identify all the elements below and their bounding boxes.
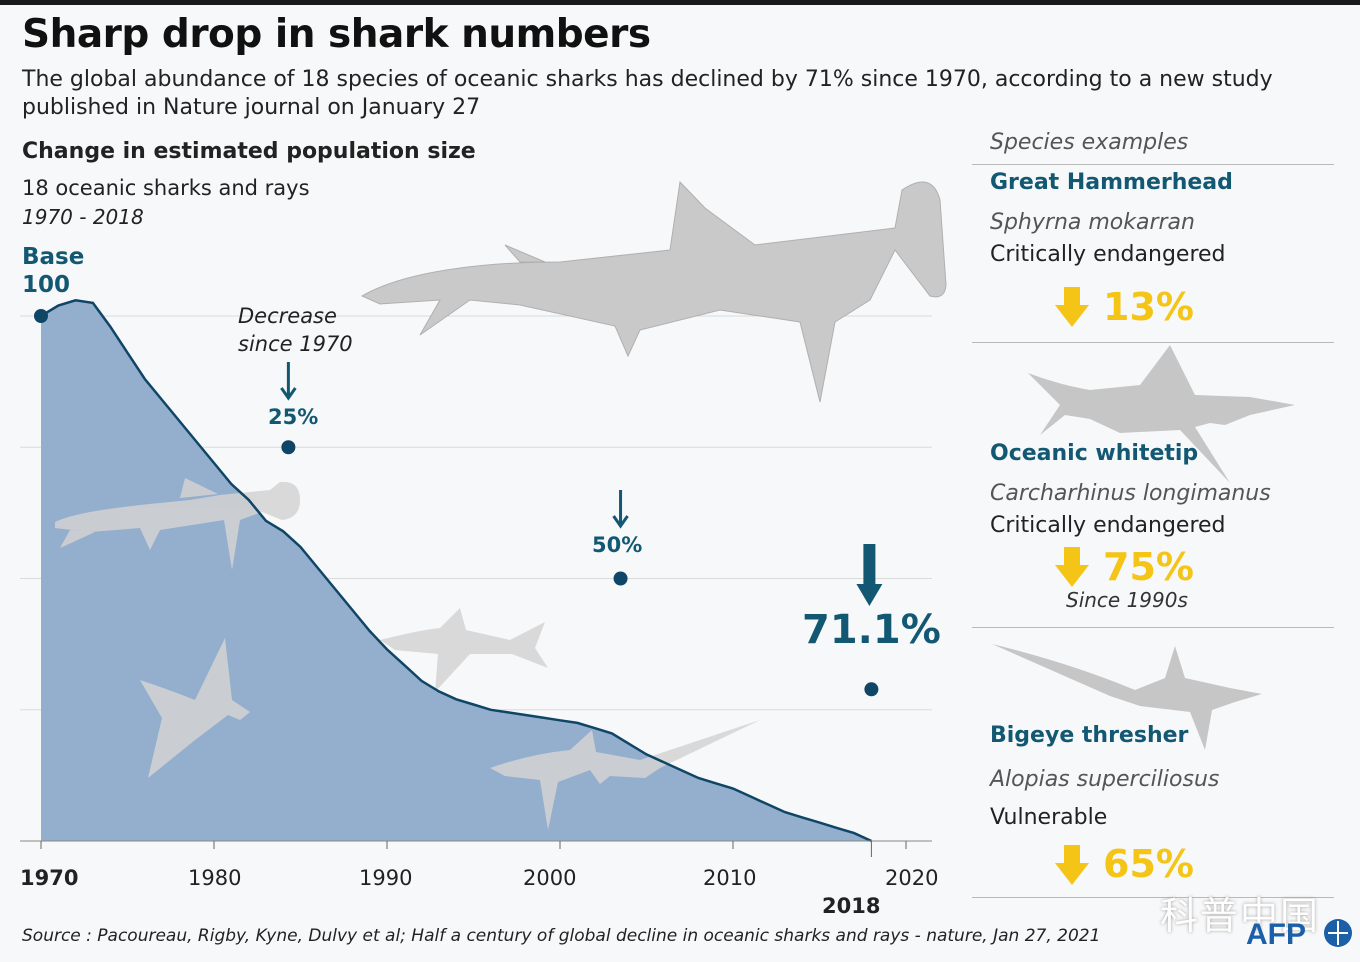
species-decline-whitetip: 75%	[1103, 545, 1194, 589]
x-tick-1980: 1980	[188, 866, 242, 890]
top-rule	[0, 0, 1360, 5]
oceanic-whitetip-icon	[1028, 345, 1295, 483]
background-silhouettes	[55, 478, 760, 830]
chart-period: 1970 - 2018	[22, 205, 144, 229]
down-arrow-icon	[612, 490, 629, 529]
page-subtitle: The global abundance of 18 species of oc…	[22, 67, 1273, 120]
species-latin-hammerhead: Sphyrna mokarran	[990, 210, 1195, 235]
data-point-marker	[864, 682, 879, 697]
panel-divider	[972, 627, 1334, 628]
afp-logo: AFP	[1246, 918, 1352, 951]
chart-markers	[34, 309, 879, 697]
species-name-thresher: Bigeye thresher	[990, 723, 1189, 748]
x-tick-2020: 2020	[885, 866, 939, 890]
marker-label-50: 50%	[592, 533, 643, 557]
data-point-marker	[613, 571, 628, 586]
down-arrow-icon	[856, 544, 883, 606]
species-note-whitetip: Since 1990s	[1066, 588, 1188, 612]
species-status-hammerhead: Critically endangered	[990, 242, 1226, 267]
panel-divider	[972, 897, 1334, 898]
decrease-label: Decrease since 1970	[238, 304, 353, 356]
species-name-whitetip: Oceanic whitetip	[990, 441, 1199, 466]
x-end-label: 2018	[822, 894, 881, 918]
species-decline-thresher: 65%	[1103, 842, 1194, 886]
manta-ray-silhouette-icon	[140, 638, 250, 778]
decrease-arrows	[280, 362, 883, 606]
species-latin-thresher: Alopias superciliosus	[990, 767, 1220, 792]
population-area	[41, 300, 872, 841]
chart-subheading: 18 oceanic sharks and rays	[22, 176, 310, 200]
bigeye-thresher-icon	[992, 644, 1262, 750]
svg-text:AFP: AFP	[1246, 918, 1306, 951]
species-decline-hammerhead: 13%	[1103, 285, 1194, 329]
species-latin-whitetip: Carcharhinus longimanus	[990, 481, 1271, 506]
x-tick-2010: 2010	[703, 866, 757, 890]
page-title: Sharp drop in shark numbers	[22, 12, 651, 57]
down-arrow-icon	[1055, 547, 1089, 587]
down-arrow-icon	[1055, 845, 1089, 885]
source-note: Source : Pacoureau, Rigby, Kyne, Dulvy e…	[22, 926, 1101, 946]
thresher-silhouette-icon	[490, 720, 760, 830]
down-arrow-icon	[1055, 287, 1089, 327]
oceanic-shark-silhouette-icon	[380, 608, 548, 692]
hammerhead-silhouette-icon	[55, 478, 300, 570]
hammerhead-main-icon	[360, 180, 947, 403]
x-tick-1990: 1990	[359, 866, 413, 890]
base-label: Base 100	[22, 244, 85, 298]
marker-label-total: 71.1%	[802, 607, 941, 653]
species-name-hammerhead: Great Hammerhead	[990, 170, 1233, 195]
down-arrow-icon	[280, 362, 297, 401]
panel-divider	[972, 164, 1334, 165]
species-status-thresher: Vulnerable	[990, 805, 1108, 830]
species-status-whitetip: Critically endangered	[990, 513, 1226, 538]
chart-heading: Change in estimated population size	[22, 139, 476, 164]
x-axis-tick-marks	[40, 841, 907, 857]
population-line	[40, 299, 872, 843]
x-tick-2000: 2000	[523, 866, 577, 890]
species-panel-title: Species examples	[990, 130, 1189, 155]
watermark: 科普中国	[1160, 894, 1321, 938]
x-tick-1970: 1970	[20, 866, 79, 890]
marker-label-25: 25%	[268, 405, 319, 429]
data-point-marker	[281, 440, 296, 455]
panel-divider	[972, 342, 1334, 343]
data-point-marker	[34, 309, 48, 323]
